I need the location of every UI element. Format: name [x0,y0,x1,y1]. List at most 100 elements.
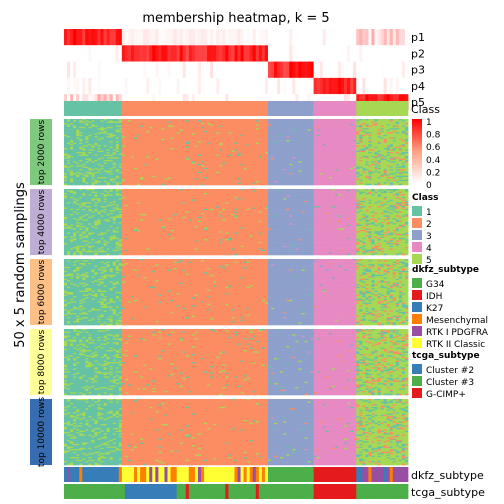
membership-cell [189,78,192,94]
membership-cell [216,29,219,45]
membership-cell [222,45,225,61]
membership-cell [67,29,70,45]
membership-cell [82,78,85,94]
membership-cell [183,45,186,61]
membership-cell [396,62,399,78]
membership-cell [155,62,158,78]
membership-cell [125,62,128,78]
membership-cell [286,78,289,94]
membership-cell [143,29,146,45]
membership-cell [241,45,244,61]
membership-cell [341,78,344,94]
membership-cell [356,62,359,78]
membership-cell [131,45,134,61]
membership-cell [259,62,262,78]
membership-cell [195,62,198,78]
membership-cell [210,45,213,61]
class-bar-label: Class [411,103,440,116]
membership-cell [67,45,70,61]
membership-cell [308,62,311,78]
membership-cell [146,29,149,45]
membership-cell [301,29,304,45]
membership-cell [329,29,332,45]
membership-cell [149,62,152,78]
membership-cell [174,29,177,45]
membership-cell [335,45,338,61]
membership-cell [82,45,85,61]
membership-cell [128,62,131,78]
membership-cell [131,62,134,78]
membership-cell [390,78,393,94]
membership-cell [365,62,368,78]
membership-cell [244,29,247,45]
membership-cell [198,62,201,78]
membership-cell [64,29,67,45]
membership-cell [186,29,189,45]
membership-cell [371,62,374,78]
membership-cell [332,45,335,61]
membership-cell [381,78,384,94]
membership-cell [253,45,256,61]
membership-cell [314,29,317,45]
membership-cell [378,62,381,78]
membership-cell [116,45,119,61]
membership-cell [225,78,228,94]
membership-cell [244,62,247,78]
membership-cell [362,45,365,61]
membership-cell [88,29,91,45]
class-bar-segment [356,101,408,116]
membership-cell [158,45,161,61]
membership-cell [168,29,171,45]
membership-cell [140,29,143,45]
membership-cell [311,29,314,45]
membership-cell [256,29,259,45]
membership-cell [134,29,137,45]
membership-cell [396,78,399,94]
membership-cell [152,78,155,94]
membership-cell [128,29,131,45]
membership-cell [298,29,301,45]
membership-cell [140,62,143,78]
membership-cell [73,45,76,61]
membership-cell [110,78,113,94]
membership-cell [192,78,195,94]
membership-cell [368,45,371,61]
membership-cell [359,45,362,61]
membership-cell [317,78,320,94]
membership-cell [122,78,125,94]
membership-cell [152,29,155,45]
membership-cell [168,78,171,94]
membership-cell [326,45,329,61]
membership-cell [371,78,374,94]
membership-cell [314,62,317,78]
membership-cell [201,45,204,61]
membership-cell [268,45,271,61]
membership-cell [137,78,140,94]
membership-cell [305,29,308,45]
membership-cell [402,45,405,61]
membership-cell [101,29,104,45]
membership-cell [326,78,329,94]
membership-cell [189,62,192,78]
membership-cell [171,62,174,78]
membership-cell [116,78,119,94]
membership-cell [298,78,301,94]
membership-cell [140,45,143,61]
membership-cell [301,45,304,61]
membership-cell [225,62,228,78]
membership-cell [234,45,237,61]
membership-cell [265,29,268,45]
membership-cell [305,62,308,78]
membership-cell [91,78,94,94]
membership-cell [256,78,259,94]
membership-cell [390,62,393,78]
membership-cell [164,62,167,78]
membership-cell [298,45,301,61]
membership-row-label: p1 [411,31,425,44]
membership-cell [180,29,183,45]
class-bar-segment [268,101,314,116]
membership-cell [320,78,323,94]
membership-cell [119,78,122,94]
membership-cell [277,62,280,78]
